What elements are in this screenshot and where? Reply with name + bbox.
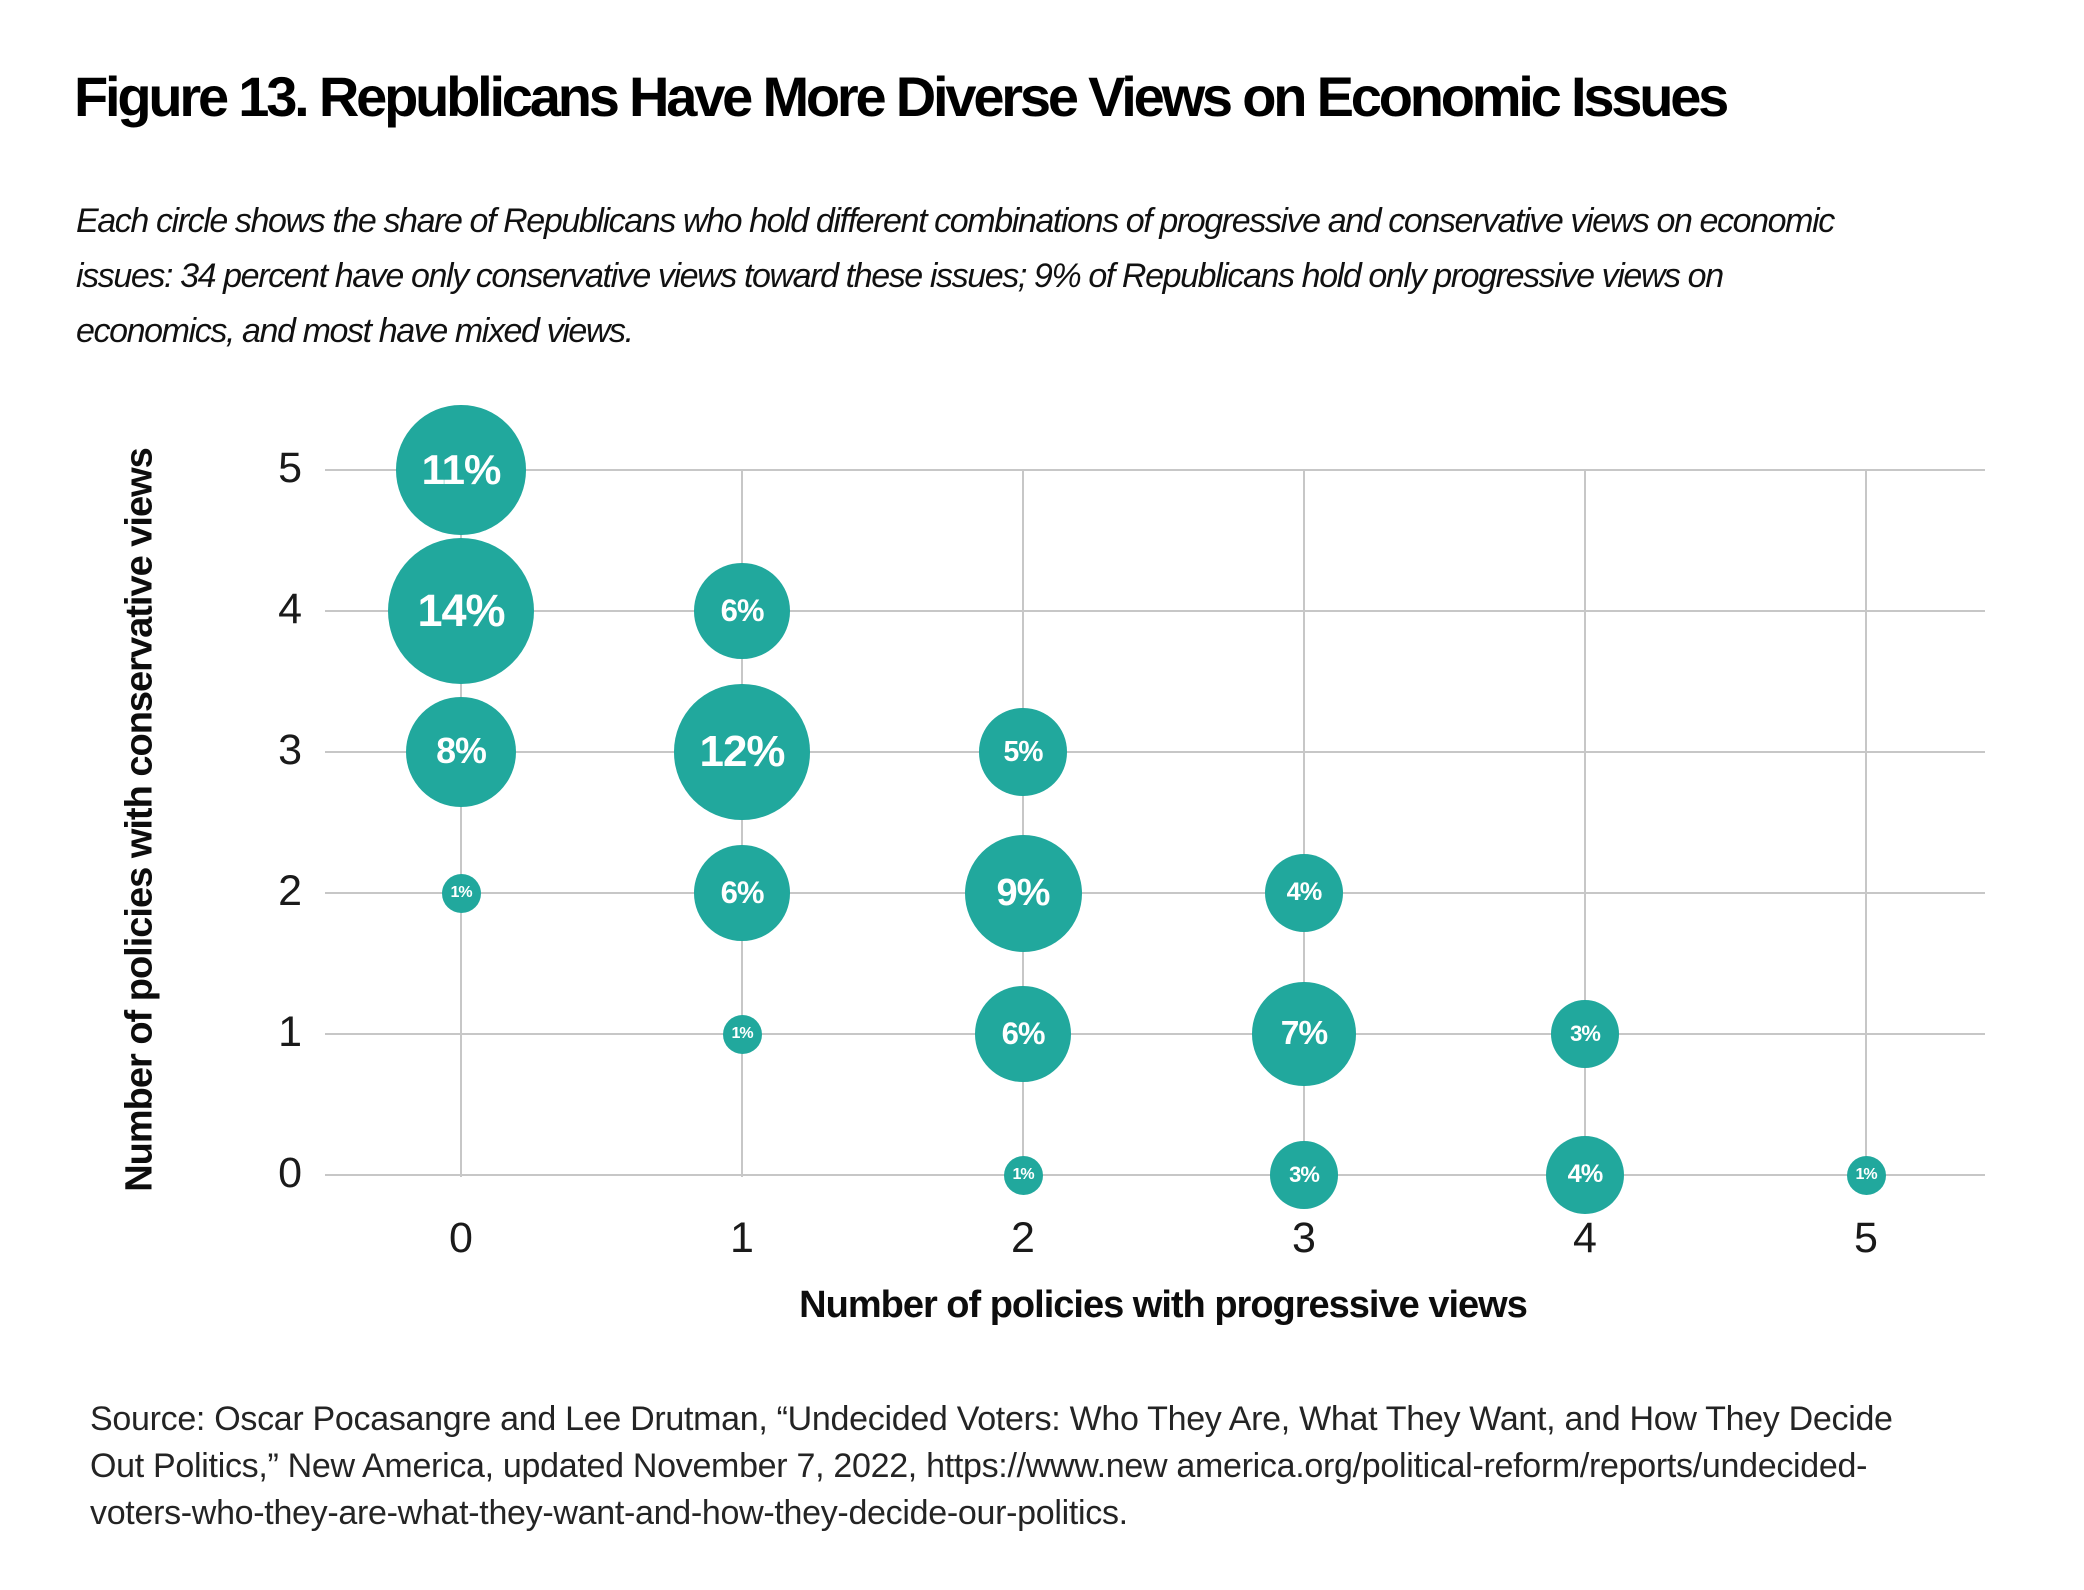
subtitle-line: issues: 34 percent have only conservativ…	[76, 257, 1724, 295]
bubble-label: 8%	[436, 731, 487, 772]
bubble-label: 5%	[1003, 735, 1044, 768]
bubble-label: 11%	[421, 445, 502, 493]
gridline-vertical	[1865, 470, 1867, 1177]
gridline-horizontal	[325, 610, 1985, 612]
source-line: voters-who-they-are-what-they-want-and-h…	[90, 1494, 1128, 1532]
x-tick-label: 0	[449, 1214, 473, 1262]
bubble: 12%	[674, 684, 810, 820]
bubble: 8%	[405, 696, 517, 808]
source-line: Out Politics,” New America, updated Nove…	[90, 1447, 1868, 1485]
bubble: 4%	[1265, 854, 1343, 932]
subtitle-line: Each circle shows the share of Republica…	[76, 202, 1835, 240]
source-note: Source: Oscar Pocasangre and Lee Drutman…	[90, 1396, 1893, 1537]
gridline-horizontal	[325, 1033, 1985, 1035]
figure-subtitle: Each circle shows the share of Republica…	[76, 194, 1835, 359]
bubble: 1%	[1846, 1155, 1886, 1195]
bubble-label: 1%	[731, 1025, 753, 1042]
bubble-label: 12%	[699, 727, 786, 777]
x-tick-label: 4	[1573, 1214, 1597, 1262]
bubble-label: 4%	[1286, 878, 1323, 907]
bubble-label: 1%	[450, 884, 472, 901]
gridline-vertical	[460, 470, 462, 1177]
bubble: 6%	[694, 563, 790, 659]
x-axis-title: Number of policies with progressive view…	[799, 1284, 1528, 1326]
bubble-label: 6%	[720, 875, 765, 911]
gridline-horizontal	[325, 1174, 1985, 1176]
bubble: 9%	[964, 834, 1082, 952]
bubble: 3%	[1270, 1141, 1338, 1209]
bubble-label: 14%	[417, 585, 505, 637]
source-line: Source: Oscar Pocasangre and Lee Drutman…	[90, 1400, 1893, 1438]
bubble-label: 7%	[1280, 1015, 1328, 1053]
bubble: 4%	[1546, 1136, 1624, 1214]
bubble: 6%	[694, 845, 790, 941]
y-axis-title: Number of policies with conservative vie…	[118, 448, 161, 1192]
bubble-label: 3%	[1289, 1162, 1320, 1188]
y-tick-label: 1	[278, 1008, 302, 1056]
y-tick-label: 5	[278, 444, 302, 492]
bubble: 7%	[1252, 982, 1356, 1086]
bubble-label: 4%	[1567, 1160, 1604, 1189]
bubble-label: 1%	[1012, 1166, 1034, 1183]
bubble: 1%	[722, 1014, 762, 1054]
figure-title: Figure 13. Republicans Have More Diverse…	[74, 65, 1729, 128]
x-tick-label: 3	[1292, 1214, 1316, 1262]
gridline-vertical	[1303, 470, 1305, 1177]
gridline-horizontal	[325, 892, 1985, 894]
y-tick-label: 2	[278, 867, 302, 915]
x-tick-label: 2	[1011, 1214, 1035, 1262]
bubble-label: 1%	[1855, 1166, 1877, 1183]
x-tick-label: 1	[730, 1214, 754, 1262]
y-tick-label: 0	[278, 1149, 302, 1197]
bubble: 6%	[975, 986, 1071, 1082]
bubble-label: 3%	[1570, 1021, 1601, 1047]
bubble-label: 6%	[1001, 1016, 1046, 1052]
subtitle-line: economics, and most have mixed views.	[76, 312, 634, 350]
bubble: 3%	[1551, 1000, 1619, 1068]
bubble: 14%	[388, 538, 534, 684]
gridline-vertical	[1022, 470, 1024, 1177]
bubble: 5%	[979, 708, 1067, 796]
gridline-horizontal	[325, 751, 1985, 753]
gridline-horizontal	[325, 469, 1985, 471]
y-tick-label: 3	[278, 726, 302, 774]
bubble: 1%	[441, 873, 481, 913]
bubble-label: 6%	[720, 593, 765, 629]
bubble: 11%	[396, 405, 526, 535]
bubble-label: 9%	[996, 871, 1051, 914]
y-tick-label: 4	[278, 585, 302, 633]
gridline-vertical	[1584, 470, 1586, 1177]
bubble: 1%	[1003, 1155, 1043, 1195]
gridline-vertical	[741, 470, 743, 1177]
x-tick-label: 5	[1854, 1214, 1878, 1262]
